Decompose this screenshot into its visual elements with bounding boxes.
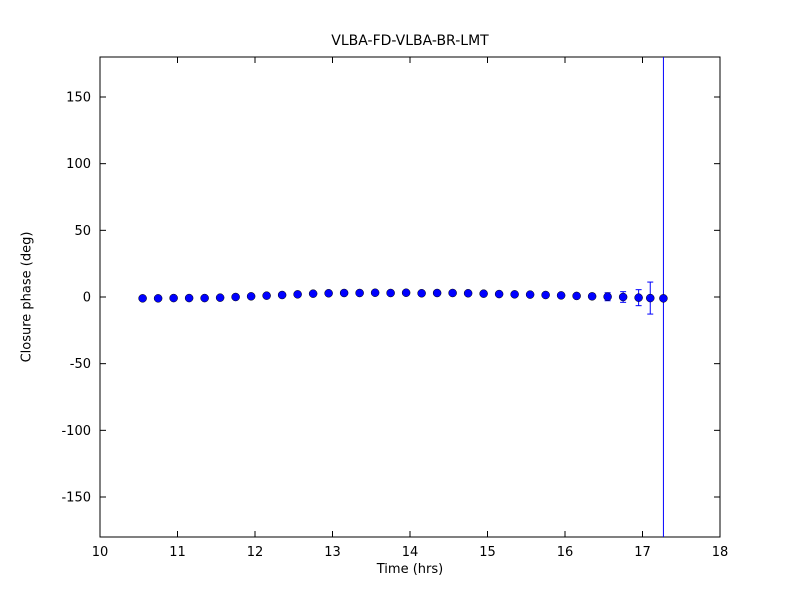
- data-point: [556, 291, 566, 300]
- data-point: [277, 290, 287, 300]
- data-point: [463, 289, 473, 298]
- data-point: [370, 288, 380, 297]
- y-tick-label: 100: [66, 157, 91, 172]
- data-point: [634, 293, 643, 302]
- data-point: [401, 288, 411, 297]
- y-axis-label: Closure phase (deg): [19, 231, 35, 363]
- data-point: [246, 292, 256, 301]
- data-point: [618, 292, 628, 302]
- y-tick-label: 50: [74, 224, 91, 239]
- x-tick-label: 14: [402, 545, 419, 560]
- data-point: [479, 289, 488, 298]
- y-tick-label: -50: [70, 357, 91, 372]
- x-tick-label: 17: [634, 545, 651, 560]
- data-point: [308, 289, 318, 298]
- data-point: [417, 289, 426, 298]
- x-tick-label: 18: [712, 545, 729, 560]
- data-point: [324, 289, 333, 298]
- y-tick-label: -100: [61, 424, 91, 439]
- y-tick-label: 150: [66, 91, 91, 106]
- data-point: [215, 293, 225, 302]
- data-point: [262, 291, 271, 300]
- data-point: [138, 294, 147, 303]
- data-point: [231, 292, 240, 302]
- data-point: [448, 288, 457, 298]
- data-point: [339, 288, 349, 298]
- x-axis-label: Time (hrs): [376, 562, 444, 577]
- data-point: [510, 290, 519, 299]
- y-tick-label: 0: [83, 291, 91, 306]
- data-point: [603, 292, 612, 301]
- data-point: [572, 291, 581, 301]
- data-point: [659, 294, 668, 303]
- data-point: [386, 288, 395, 298]
- x-tick-label: 13: [324, 545, 341, 560]
- data-point: [200, 293, 209, 303]
- x-tick-label: 16: [557, 545, 574, 560]
- data-point: [587, 292, 597, 301]
- x-tick-label: 10: [92, 545, 109, 560]
- x-tick-label: 11: [169, 545, 186, 560]
- data-point: [293, 290, 302, 299]
- data-point: [432, 288, 442, 298]
- x-tick-label: 15: [479, 545, 496, 560]
- y-tick-label: -150: [61, 491, 91, 506]
- data-point: [153, 294, 163, 303]
- data-point: [355, 288, 364, 298]
- data-point: [646, 293, 655, 303]
- data-point: [525, 290, 535, 299]
- x-tick-label: 12: [247, 545, 264, 560]
- data-point: [184, 293, 194, 303]
- data-point: [541, 290, 550, 300]
- chart-title: VLBA-FD-VLBA-BR-LMT: [331, 33, 489, 49]
- data-point: [169, 293, 178, 303]
- data-point: [494, 289, 504, 299]
